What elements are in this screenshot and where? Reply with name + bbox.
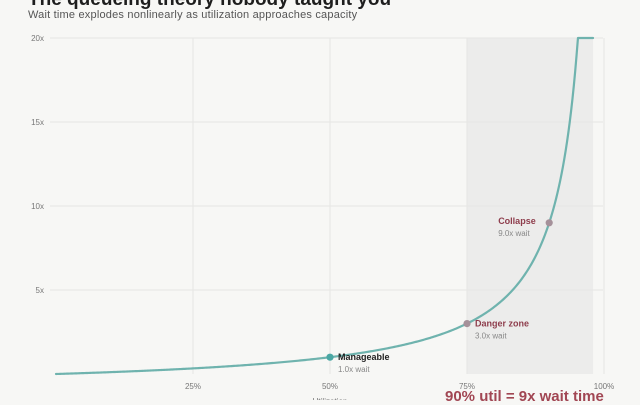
y-tick-label: 5x [36, 286, 44, 295]
x-tick-label: 75% [459, 382, 475, 391]
annotation-label-manageable: Manageable [338, 352, 390, 362]
y-tick-label: 15x [31, 118, 44, 127]
annotation-label-danger: Danger zone [475, 319, 529, 329]
series-line [54, 36, 595, 376]
chart-title: The queueing theory nobody taught you [28, 0, 391, 11]
callout-text: 90% util = 9x wait time [445, 388, 604, 405]
y-tick-label: 20x [31, 34, 44, 43]
chart-subtitle: Wait time explodes nonlinearly as utiliz… [28, 9, 358, 21]
annotation-sub-danger: 3.0x wait [475, 332, 507, 341]
annotation-sub-collapse: 9.0x wait [498, 229, 530, 238]
x-tick-label: 50% [322, 382, 338, 391]
x-axis-label: Utilization [313, 397, 348, 400]
plot-area: 5x 10x 15x 20x 25% 50% 75% 100% Utilization Manag… [31, 34, 614, 400]
data-point-collapse [545, 219, 553, 227]
y-tick-label: 10x [31, 202, 44, 211]
x-tick-label: 25% [185, 382, 201, 391]
data-point-danger [463, 320, 471, 328]
annotation-label-collapse: Collapse [498, 216, 536, 226]
x-tick-label: 100% [594, 382, 614, 391]
data-point-manageable [326, 353, 334, 361]
annotation-sub-manageable: 1.0x wait [338, 365, 370, 374]
